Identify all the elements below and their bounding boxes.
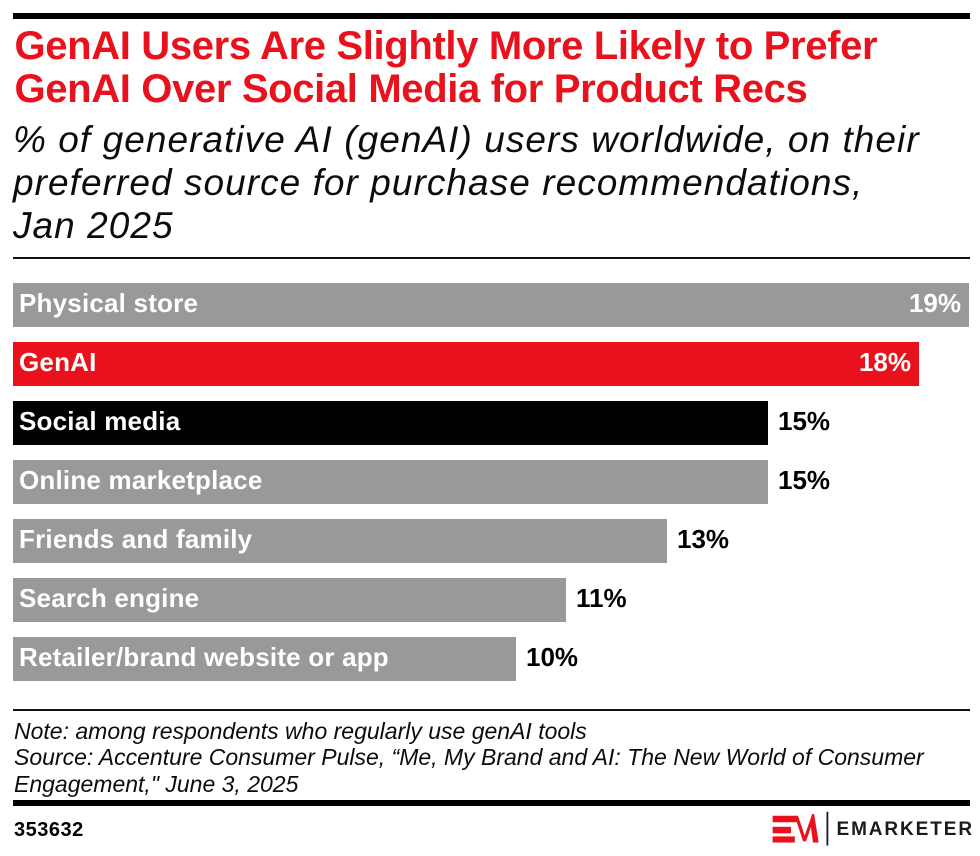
svg-text:EMARKETER: EMARKETER xyxy=(837,819,974,840)
